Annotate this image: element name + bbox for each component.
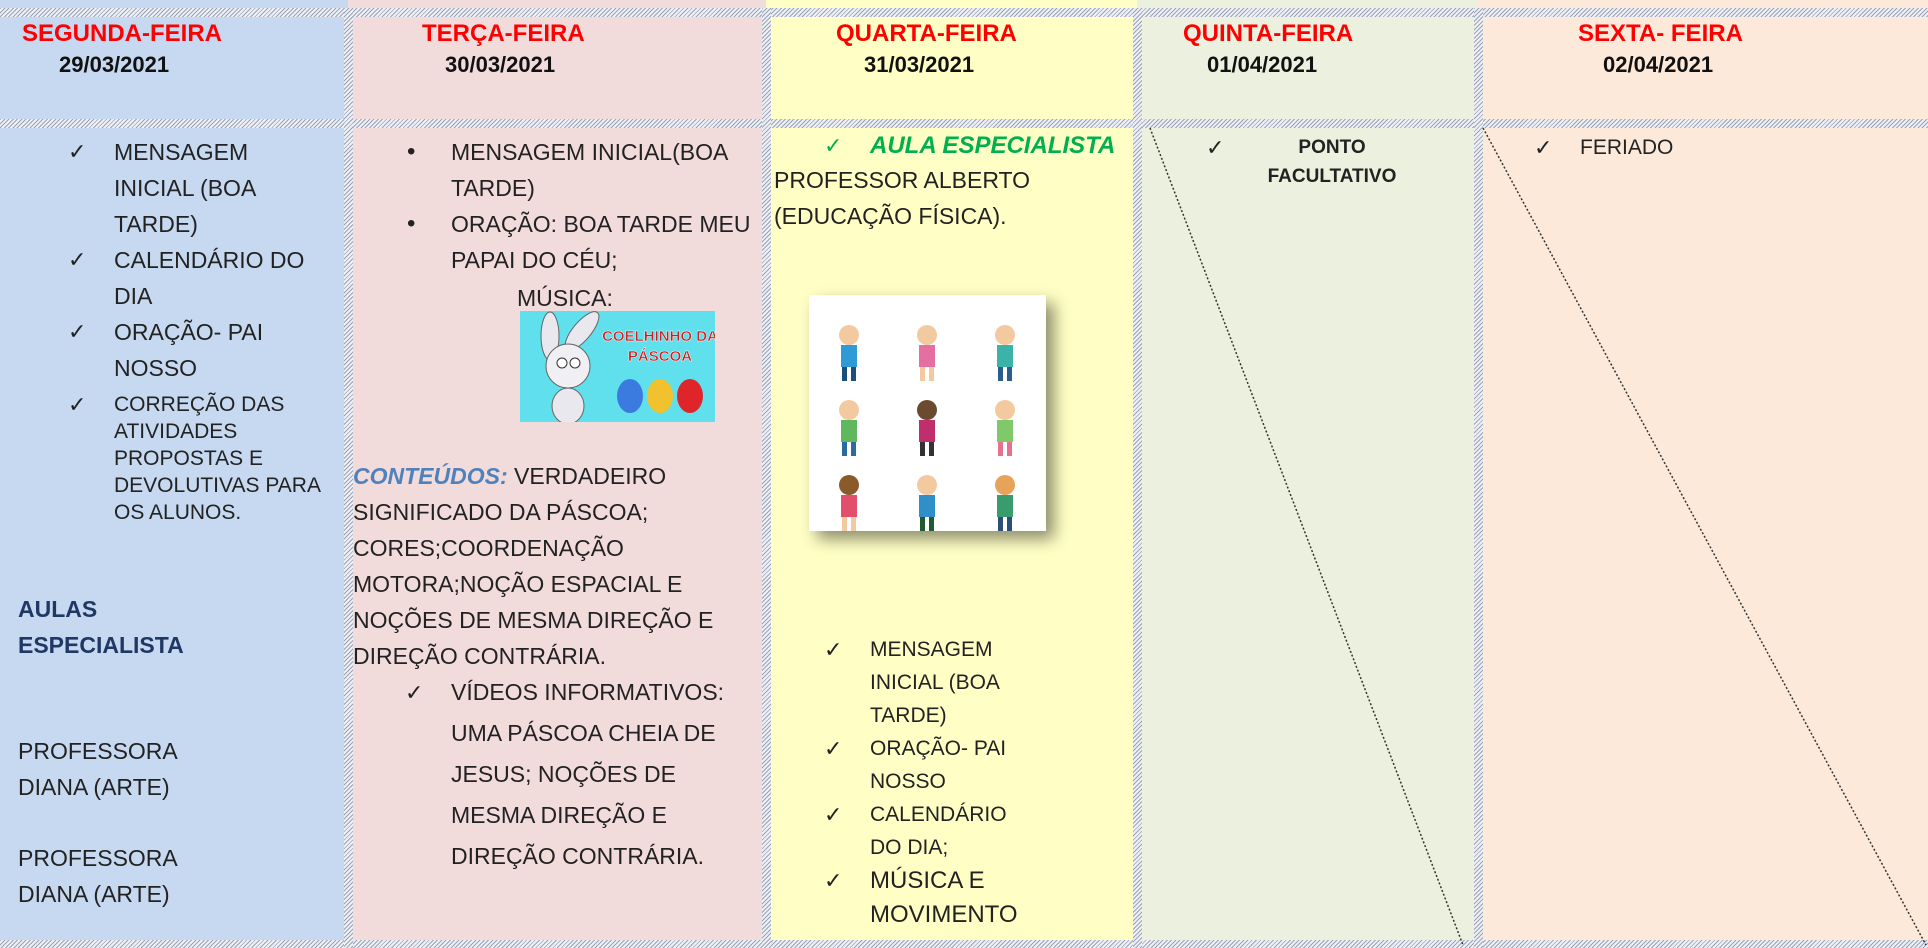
checklist-item: CALENDÁRIO DO DIA [68, 242, 329, 314]
specialist-heading: AULA ESPECIALISTA [824, 130, 1115, 162]
contents-label: CONTEÚDOS: [353, 463, 508, 489]
border [1474, 8, 1483, 948]
diagonal-line [1149, 127, 1464, 946]
teacher: PROFESSORA DIANA (ARTE) [18, 738, 177, 800]
day-title: SEGUNDA-FEIRA [22, 20, 223, 47]
diagonal-line [1482, 127, 1927, 946]
border [344, 8, 353, 948]
bullet-list: MENSAGEM INICIAL(BOA TARDE) ORAÇÃO: BOA … [407, 134, 756, 278]
checklist: VÍDEOS INFORMATIVOS: UMA PÁSCOA CHEIA DE… [405, 672, 756, 877]
egg [647, 379, 673, 413]
date: 31/03/2021 [864, 52, 975, 77]
easter-bunny-image: COELHINHO DA PÁSCOA [520, 311, 715, 422]
day-title: SEXTA- FEIRA [1578, 20, 1743, 47]
day-title: TERÇA-FEIRA [422, 20, 585, 47]
contents: CONTEÚDOS: VERDADEIRO SIGNIFICADO DA PÁS… [353, 458, 753, 674]
eye [556, 357, 568, 369]
friday-column [1478, 0, 1928, 948]
music-label: MÚSICA: [517, 285, 613, 311]
border [0, 119, 1928, 128]
checklist-item: MENSAGEM INICIAL (BOA TARDE) [824, 633, 1020, 732]
checklist-item: MENSAGEM INICIAL (BOA TARDE) [68, 134, 329, 242]
border [0, 8, 1928, 17]
checklist: MENSAGEM INICIAL (BOA TARDE) CALENDÁRIO … [68, 134, 329, 526]
kids [839, 325, 1015, 531]
checklist-item: PONTO FACULTATIVO [1206, 133, 1412, 191]
eye [569, 357, 581, 369]
date: 29/03/2021 [59, 52, 170, 77]
egg [617, 379, 643, 413]
body [551, 387, 585, 422]
checklist-item: FERIADO [1534, 134, 1674, 162]
checklist-item: MÚSICA E MOVIMENTO [824, 864, 1020, 932]
border [762, 8, 771, 948]
bullet-item: ORAÇÃO: BOA TARDE MEU PAPAI DO CÉU; [407, 206, 756, 278]
image-text: COELHINHO DA [602, 328, 715, 345]
head [545, 343, 591, 389]
date: 01/04/2021 [1207, 52, 1318, 77]
checklist: PONTO FACULTATIVO [1206, 133, 1412, 191]
checklist: FERIADO [1534, 134, 1674, 162]
checklist-item: VÍDEOS INFORMATIVOS: UMA PÁSCOA CHEIA DE… [405, 672, 756, 877]
egg [677, 379, 703, 413]
day-title: QUARTA-FEIRA [836, 20, 1017, 47]
date: 30/03/2021 [445, 52, 556, 77]
teacher: PROFESSOR ALBERTO (EDUCAÇÃO FÍSICA). [774, 167, 1031, 229]
image-text: PÁSCOA [628, 348, 692, 365]
contents-text: VERDADEIRO SIGNIFICADO DA PÁSCOA; CORES;… [353, 463, 714, 669]
day-title: QUINTA-FEIRA [1183, 20, 1354, 47]
border [0, 940, 1928, 948]
checklist-item: CALENDÁRIO DO DIA; [824, 798, 1020, 864]
date: 02/04/2021 [1603, 52, 1714, 77]
bullet-item: MENSAGEM INICIAL(BOA TARDE) [407, 134, 756, 206]
checklist-item: ORAÇÃO- PAI NOSSO [68, 314, 329, 386]
checklist-item: ORAÇÃO- PAI NOSSO [824, 732, 1020, 798]
border [1133, 8, 1142, 948]
kids-image [809, 295, 1046, 531]
checklist: MENSAGEM INICIAL (BOA TARDE) ORAÇÃO- PAI… [824, 633, 1020, 932]
checklist: AULA ESPECIALISTA [824, 130, 1115, 162]
checklist-item: CORREÇÃO DAS ATIVIDADES PROPOSTAS E DEVO… [68, 391, 329, 526]
teacher: PROFESSORA DIANA (ARTE) [18, 845, 177, 907]
specialist-heading: AULAS ESPECIALISTA [18, 596, 184, 658]
